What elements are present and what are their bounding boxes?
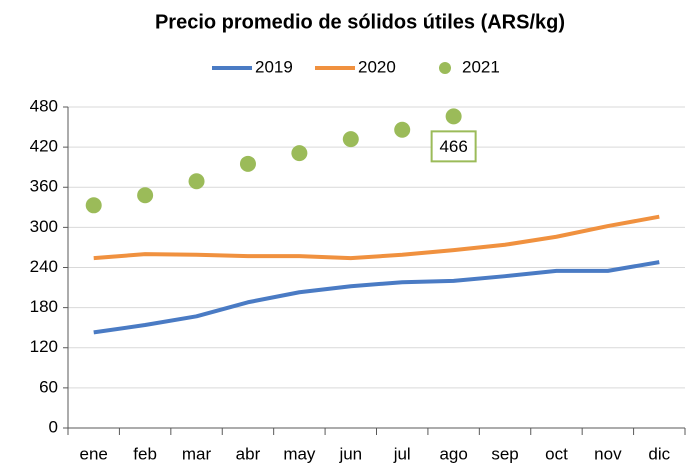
scatter-point [291, 145, 308, 162]
y-tick-label: 0 [49, 417, 58, 436]
x-tick-label: abr [236, 444, 261, 463]
y-tick-label: 120 [30, 337, 58, 356]
legend-label: 2021 [462, 57, 500, 76]
x-tick-label: may [283, 444, 316, 463]
x-tick-label: ene [80, 444, 108, 463]
y-tick-label: 60 [39, 377, 58, 396]
annotation-box [430, 130, 477, 163]
scatter-point [188, 173, 205, 190]
y-tick-label: 480 [30, 96, 58, 115]
x-tick-label: sep [491, 444, 518, 463]
x-tick-label: dic [648, 444, 670, 463]
x-tick-label: oct [545, 444, 568, 463]
legend-label: 2020 [358, 57, 396, 76]
series-line [93, 260, 660, 335]
x-tick-label: nov [594, 444, 622, 463]
chart-title: Precio promedio de sólidos útiles (ARS/k… [155, 11, 565, 33]
scatter-point [239, 155, 256, 172]
legend-marker [439, 62, 451, 74]
x-tick-label: ago [439, 444, 467, 463]
scatter-point [445, 108, 462, 125]
x-tick-label: jun [338, 444, 362, 463]
y-tick-label: 180 [30, 297, 58, 316]
y-tick-label: 300 [30, 217, 58, 236]
legend-label: 2019 [255, 57, 293, 76]
y-tick-label: 240 [30, 257, 58, 276]
x-tick-label: mar [182, 444, 212, 463]
annotation-label: 466 [439, 137, 467, 156]
y-tick-label: 420 [30, 137, 58, 156]
scatter-point [137, 187, 154, 204]
x-tick-label: jul [393, 444, 411, 463]
series-line [93, 214, 660, 261]
scatter-point [342, 131, 359, 148]
scatter-point [85, 197, 102, 214]
scatter-point [394, 121, 411, 138]
x-tick-label: feb [133, 444, 157, 463]
y-tick-label: 360 [30, 177, 58, 196]
